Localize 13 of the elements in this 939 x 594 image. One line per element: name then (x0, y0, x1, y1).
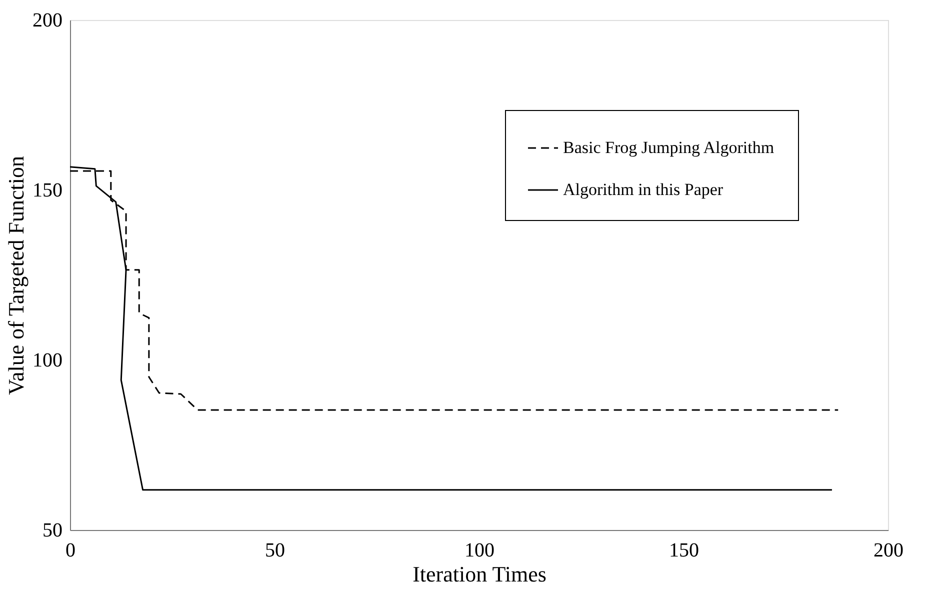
x-tick-label: 100 (464, 540, 494, 562)
x-tick-label: 150 (669, 540, 699, 562)
y-axis-title: Value of Targeted Function (4, 156, 28, 395)
x-tick-label: 200 (874, 540, 904, 562)
y-tick-label: 100 (32, 350, 62, 372)
x-tick-label: 50 (265, 540, 285, 562)
y-tick-label: 50 (42, 520, 62, 542)
x-axis-title: Iteration Times (412, 562, 546, 586)
x-tick-label: 0 (66, 540, 76, 562)
legend-label: Algorithm in this Paper (563, 180, 724, 199)
legend-label: Basic Frog Jumping Algorithm (563, 138, 774, 157)
y-tick-label: 150 (32, 180, 62, 202)
y-tick-label: 200 (32, 10, 62, 32)
